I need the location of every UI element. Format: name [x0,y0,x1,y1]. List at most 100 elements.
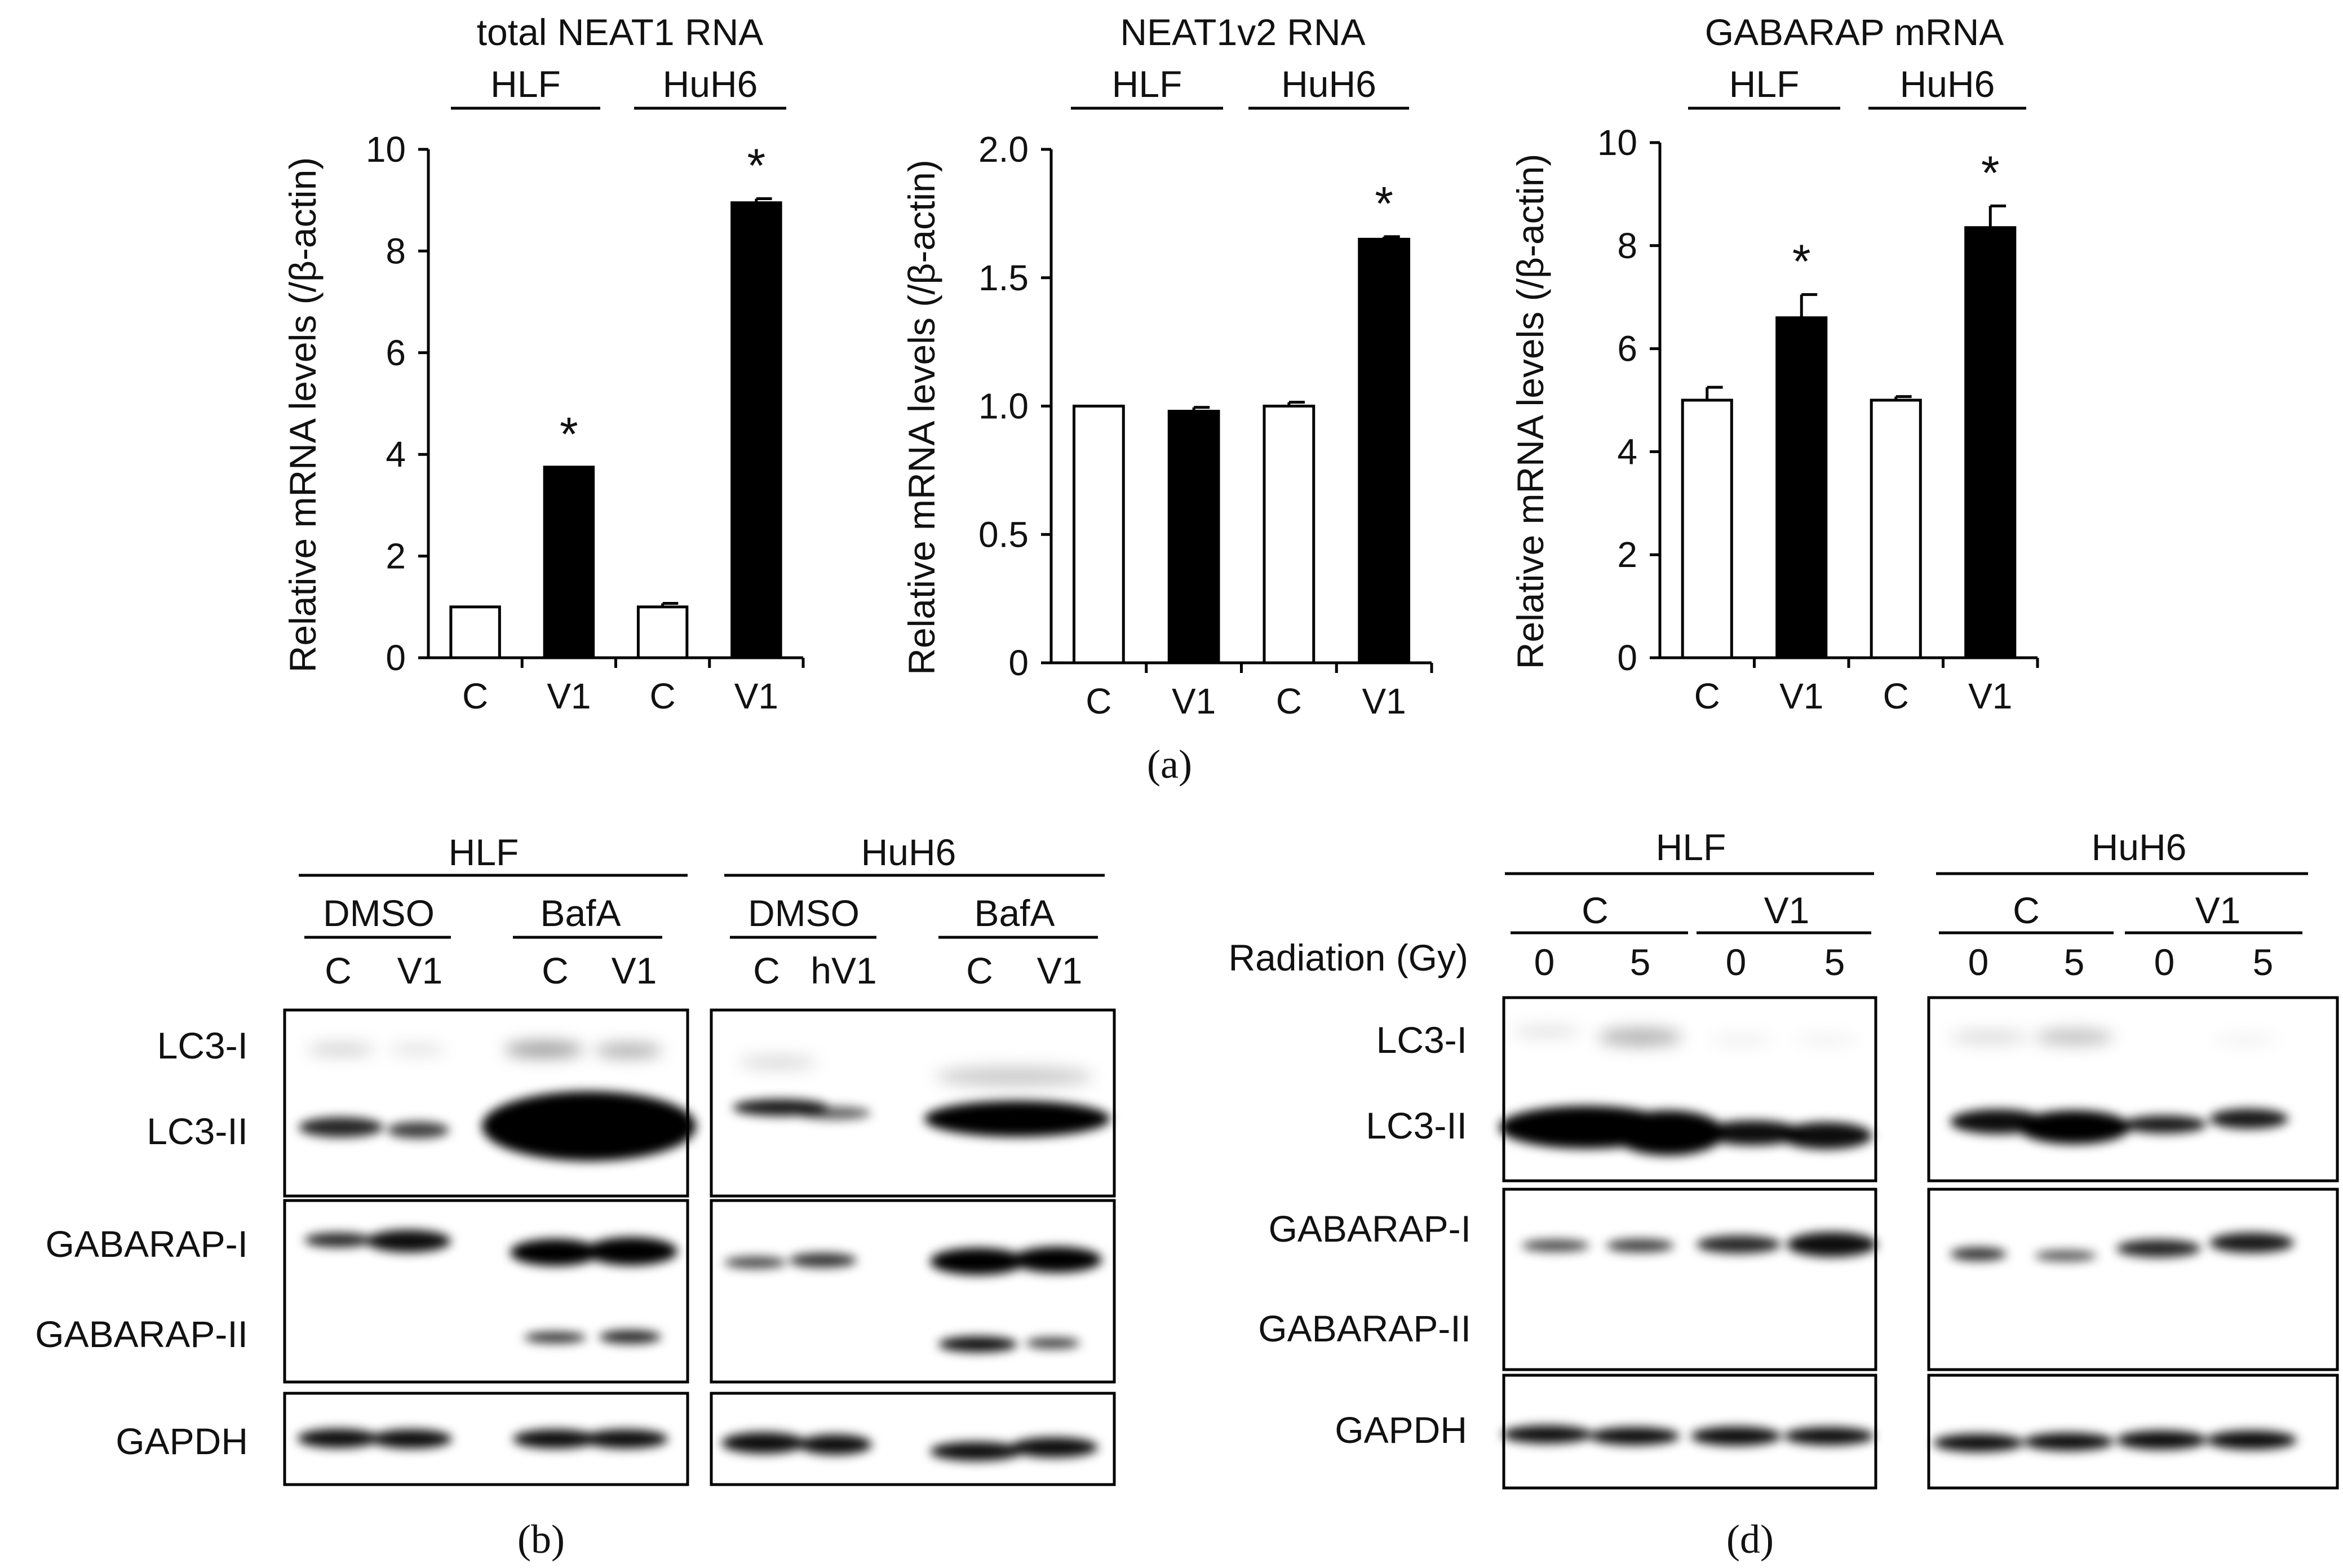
lane-label: hV1 [810,950,876,991]
significance-marker: * [747,139,766,192]
y-tick-label: 2.0 [978,129,1029,170]
bar [1870,398,1922,659]
group-label: HuH6 [663,63,758,105]
panel-d-blots: HLF HuH6 C V1 C V1 Radiation (Gy) 0 5 0 … [1229,826,2339,1562]
band-label: GABARAP-I [46,1223,248,1265]
bar [636,605,689,659]
band-label: LC3-II [1366,1105,1467,1146]
lane-label: C [753,950,780,991]
panel-label-d: (d) [1726,1517,1774,1562]
y-tick-label: 2 [386,536,406,577]
y-tick-label: 2 [1617,534,1637,575]
band-label: LC3-II [147,1110,248,1152]
y-tick-label: 10 [366,129,406,170]
x-tick-label: V1 [1362,681,1406,721]
x-tick-label: V1 [1968,676,2012,716]
y-tick-label: 10 [1597,122,1637,163]
dose-label: 0 [1968,941,1989,983]
x-tick-label: C [1694,676,1720,716]
panel-label-a: (a) [1147,742,1192,787]
bar [449,605,501,659]
bar-chart: total NEAT1 RNA HLF HuH6 0 2 4 6 8 10 Relative mR… [282,11,805,716]
treatment-label: BafA [974,892,1055,934]
cell-line-label: HLF [1656,826,1726,868]
lane-label: V1 [612,950,657,991]
dose-label: 5 [1824,941,1845,983]
cell-line-label: HuH6 [2092,826,2187,868]
dose-label: 0 [1726,941,1747,983]
chart-title: NEAT1v2 RNA [1120,11,1365,53]
x-tick-label: V1 [1172,681,1216,721]
bar [1775,316,1828,659]
band-label: GAPDH [116,1420,248,1462]
condition-label: C [1582,889,1609,931]
y-tick-label: 6 [1617,329,1637,369]
blot-box [1927,1374,2339,1490]
y-tick-label: 1.5 [978,258,1029,298]
x-tick-label: C [462,676,488,716]
x-tick-label: C [650,676,676,716]
panel-label-b: (b) [517,1517,565,1562]
treatment-label: BafA [540,892,621,934]
blot-box [710,1199,1116,1384]
lane-label: V1 [1037,950,1083,991]
significance-marker: * [1792,235,1811,288]
bar [1358,237,1410,665]
bar [1681,398,1733,659]
bar-chart: NEAT1v2 RNA HLF HuH6 0 0.5 1.0 1.5 2.0 Relative … [901,11,1433,721]
band-label: LC3-I [1376,1019,1467,1061]
lane-label: C [325,950,352,991]
blot-box [1927,996,2339,1182]
cell-line-label: HuH6 [861,831,956,873]
blot-box [283,1008,689,1198]
dose-label: 5 [1630,941,1651,983]
blot-box [1927,1188,2339,1371]
lane-label: C [542,950,569,991]
treatment-label: DMSO [748,892,860,934]
x-tick-label: V1 [734,676,778,716]
band-label: GAPDH [1335,1409,1467,1451]
chart-title: GABARAP mRNA [1705,11,2004,53]
bar [1073,405,1125,665]
group-label: HuH6 [1281,63,1376,105]
x-tick-label: C [1883,676,1909,716]
y-tick-label: 0 [1617,637,1637,678]
x-tick-label: C [1276,681,1302,721]
group-label: HLF [1112,63,1182,105]
condition-label: C [2013,889,2040,931]
y-tick-label: 4 [1617,431,1637,472]
y-tick-label: 6 [386,333,406,373]
group-label: HuH6 [1900,63,1995,105]
panel-a-charts: total NEAT1 RNA HLF HuH6 0 2 4 6 8 10 Relative mR… [282,11,2039,721]
bar [1167,410,1220,665]
band-label: GABARAP-II [35,1313,248,1355]
y-axis-label: Relative mRNA levels (/β-actin) [901,160,942,675]
dose-label: 0 [1534,941,1555,983]
band-label: GABARAP-I [1269,1208,1471,1250]
band-label: LC3-I [157,1025,248,1066]
significance-marker: * [560,407,578,460]
chart-title: total NEAT1 RNA [477,11,764,53]
y-tick-label: 0 [386,637,406,678]
lane-label: V1 [397,950,443,991]
dose-label: 5 [2064,941,2085,983]
significance-marker: * [1981,146,2000,199]
y-tick-label: 0 [1008,643,1029,683]
bar [730,201,782,659]
group-label: HLF [490,63,561,105]
x-tick-label: C [1086,681,1111,721]
blot-box [1502,1188,1877,1371]
y-tick-label: 8 [386,231,406,271]
cell-line-label: HLF [449,831,519,873]
treatment-label: DMSO [323,892,435,934]
group-label: HLF [1729,63,1800,105]
blot-box [283,1199,689,1384]
y-axis-label: Relative mRNA levels (/β-actin) [282,157,324,673]
significance-marker: * [1375,177,1393,230]
bar [1964,226,2017,659]
dose-label: 5 [2253,941,2274,983]
y-tick-label: 0.5 [978,514,1029,555]
band-label: GABARAP-II [1258,1308,1471,1349]
lane-label: C [966,950,993,991]
